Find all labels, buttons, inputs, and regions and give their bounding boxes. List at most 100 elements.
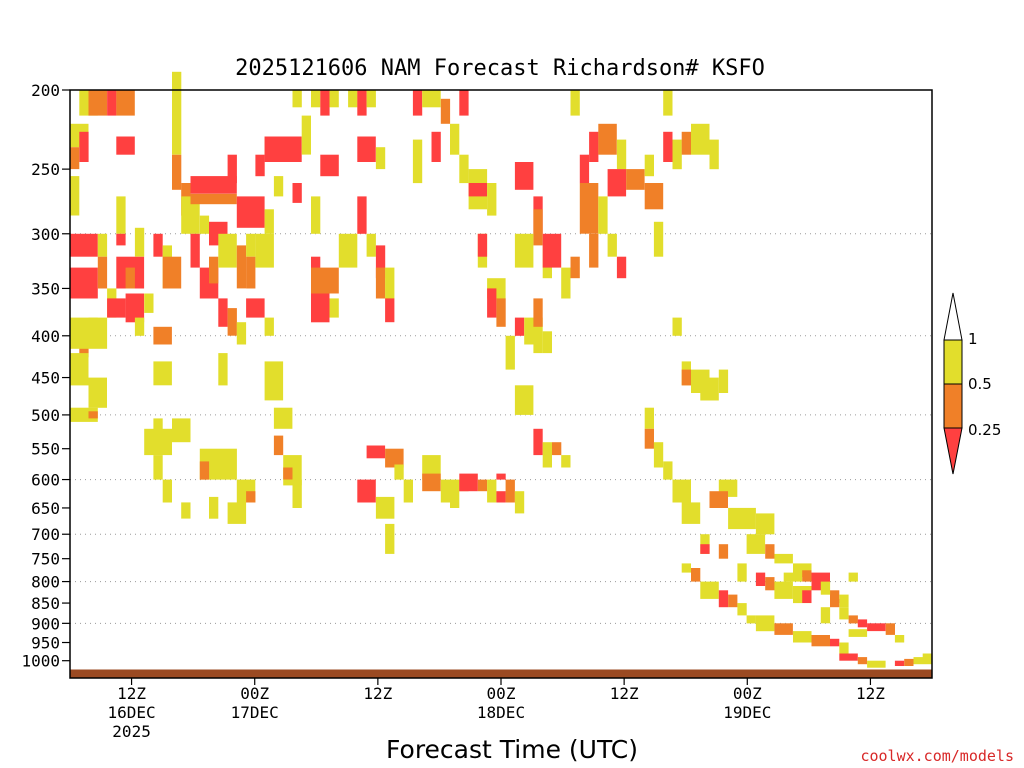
x-tick-label: 12Z [610, 684, 639, 703]
heatmap-cell [236, 196, 265, 228]
y-axis: 200 250 300 350 400 450 500 550 600 650 700 750 800 8… [21, 81, 70, 671]
heatmap-cell [412, 139, 423, 184]
y-tick-label-600: 600 [31, 471, 60, 490]
heatmap-cell [172, 418, 191, 443]
heatmap-cell [153, 418, 163, 436]
heatmap-cell [459, 473, 478, 492]
heatmap-cell [487, 479, 497, 503]
heatmap-cell [542, 331, 552, 354]
heatmap-cell [264, 136, 302, 162]
heatmap-cell [209, 496, 219, 519]
heatmap-cell [264, 209, 274, 234]
colorbar-bottom-triangle [943, 427, 963, 475]
heatmap-cell [700, 581, 719, 599]
heatmap-cell [820, 581, 831, 595]
heatmap-cell [533, 428, 543, 456]
heatmap-cell [570, 90, 580, 116]
heatmap-cell [366, 445, 386, 459]
heatmap-cell [496, 298, 506, 327]
x-tick-label: 16DEC [107, 703, 155, 722]
heatmap-cell [107, 298, 126, 318]
heatmap-cell [737, 603, 747, 616]
heatmap-cell [839, 642, 849, 654]
heatmap-cell [718, 369, 729, 393]
heatmap-cell [830, 590, 840, 603]
heatmap-cell [283, 467, 293, 480]
heatmap-cell [153, 361, 172, 386]
heatmap-cell [477, 479, 488, 492]
heatmap-cell [153, 326, 172, 345]
heatmap-cell [375, 496, 395, 519]
heatmap-cell [681, 369, 691, 386]
heatmap-cell [802, 570, 812, 582]
heatmap-cell [728, 507, 756, 530]
heatmap-cell [227, 502, 247, 524]
x-tick-label: 12Z [363, 684, 392, 703]
heatmap-cell [477, 233, 488, 257]
heatmap-cell [663, 90, 673, 116]
heatmap-cell [894, 635, 905, 643]
heatmap-cell [681, 563, 691, 573]
heatmap-cell [542, 442, 552, 468]
heatmap-cell [440, 98, 451, 124]
heatmap-cell [357, 136, 376, 162]
heatmap-cell [848, 572, 858, 582]
heatmap-cell [607, 169, 627, 197]
heatmap-cell [904, 658, 914, 666]
heatmap-cell [894, 660, 905, 666]
heatmap-cell [691, 568, 701, 582]
heatmap-cell [329, 298, 339, 318]
y-tick-label-800: 800 [31, 573, 60, 592]
heatmap-cell [755, 615, 775, 632]
heatmap-cell [774, 553, 793, 564]
heatmap-cell [412, 90, 423, 116]
heatmap-cell [802, 590, 812, 603]
heatmap-cell [181, 196, 200, 234]
heatmap-cell [487, 183, 497, 216]
heatmap-cell [172, 71, 182, 155]
chart-title: 2025121606 NAM Forecast Richardson# KSFO [235, 56, 765, 81]
heatmap-cell [273, 407, 293, 429]
y-tick-label-300: 300 [31, 225, 60, 244]
heatmap-cell [88, 377, 107, 408]
heatmap-cell [691, 123, 710, 155]
heatmap-cell [181, 502, 191, 519]
y-tick-label-650: 650 [31, 499, 60, 518]
heatmap-cell [375, 147, 386, 170]
heatmap-cell [746, 615, 756, 624]
heatmap-cell [70, 176, 80, 216]
heatmap-cell [311, 267, 339, 294]
heatmap-cell [468, 183, 488, 197]
credit-text[interactable]: coolwx.com/models [860, 747, 1014, 765]
heatmap-cell [338, 233, 358, 268]
heatmap-cell [459, 154, 469, 184]
y-tick-label-900: 900 [31, 614, 60, 633]
heatmap-cell [273, 435, 284, 456]
heatmap-cell [292, 479, 302, 508]
heatmap-cell [514, 385, 534, 415]
heatmap-cell [728, 594, 738, 608]
heatmap-cell [867, 623, 886, 632]
y-tick-label-450: 450 [31, 369, 60, 388]
heatmap-cell [514, 162, 534, 190]
heatmap-cell [292, 90, 302, 108]
heatmap-cell [320, 90, 330, 116]
heatmap-cell [218, 233, 237, 268]
heatmap-cell [746, 534, 766, 554]
heatmap-cell [922, 653, 932, 661]
heatmap-cell [811, 635, 830, 647]
heatmap-cell [774, 623, 793, 635]
heatmap-cell [700, 377, 719, 401]
heatmap-cell [496, 473, 506, 480]
heatmap-cell [79, 131, 89, 162]
heatmap-cell [616, 139, 627, 170]
heatmap-cell [450, 123, 460, 155]
heatmap-cell [385, 298, 395, 323]
heatmap-cell [422, 90, 441, 108]
heatmap-cell [431, 131, 441, 162]
colorbar-level-label: 0.5 [968, 375, 992, 393]
heatmap-cell [487, 288, 497, 318]
heatmap-cell [134, 317, 145, 336]
heatmap-cell [542, 233, 562, 268]
